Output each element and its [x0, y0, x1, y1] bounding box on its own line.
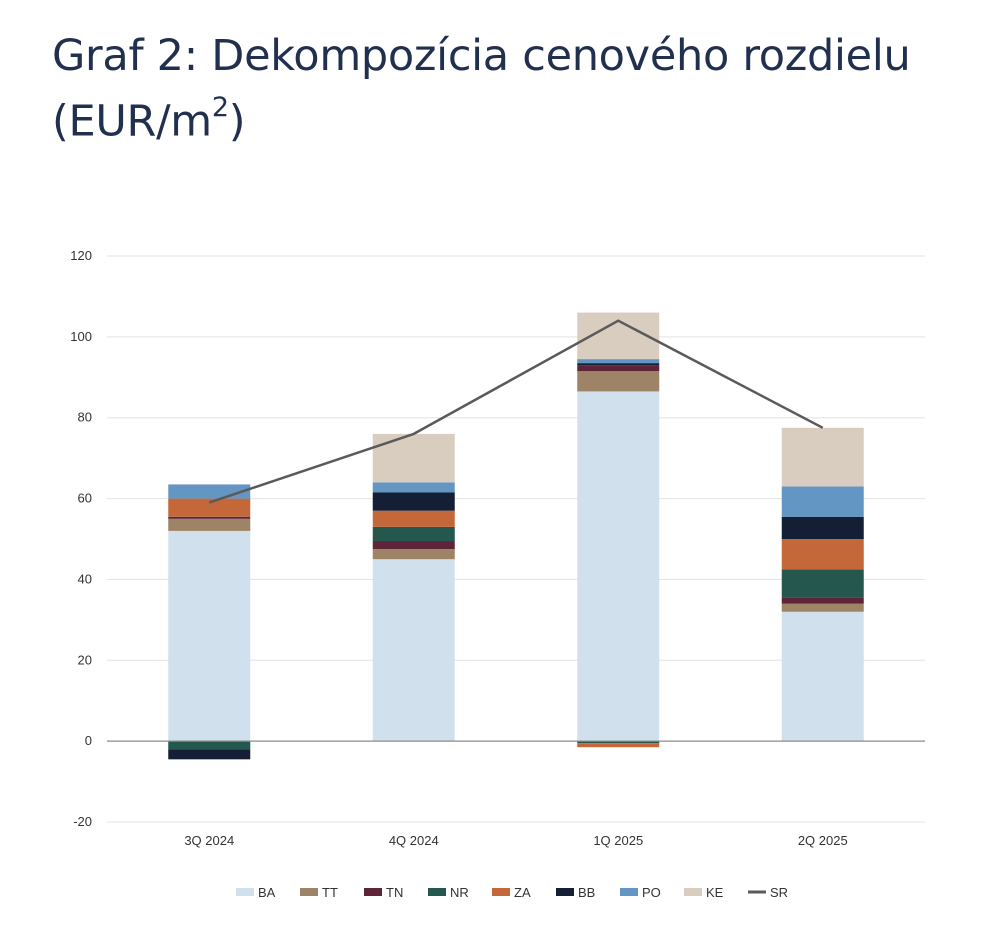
legend-label-tt: TT — [322, 885, 338, 900]
bar-nr — [372, 526, 455, 542]
bar-ba — [372, 559, 455, 742]
bar-tt — [168, 518, 251, 531]
legend-label-tn: TN — [386, 885, 403, 900]
bar-tt — [577, 371, 660, 392]
legend-label-nr: NR — [450, 885, 469, 900]
bar-bb — [781, 516, 864, 539]
bar-po — [781, 486, 864, 517]
bar-za — [168, 498, 251, 517]
bar-bb — [577, 363, 660, 366]
y-tick-label: 80 — [78, 410, 92, 425]
legend-swatch-po — [620, 888, 638, 896]
page-title: Graf 2: Dekompozícia cenového rozdielu (E… — [52, 28, 972, 149]
y-tick-label: 120 — [70, 248, 92, 263]
legend-swatch-tt — [300, 888, 318, 896]
sr-line — [208, 319, 824, 504]
y-tick-label: -20 — [73, 814, 92, 829]
bar-tn — [577, 365, 660, 372]
bar-po — [372, 482, 455, 493]
legend-swatch-nr — [428, 888, 446, 896]
bar-ba — [168, 530, 251, 742]
legend-label-po: PO — [642, 885, 661, 900]
title-unit-suffix: ) — [228, 96, 246, 147]
legend-label-ke: KE — [706, 885, 724, 900]
axes: -20 0 20 40 60 80 100 120 3Q 2024 4Q 2024 1Q 2025 2… — [70, 248, 925, 848]
legend-label-bb: BB — [578, 885, 595, 900]
x-tick-label: 2Q 2025 — [798, 833, 848, 848]
line-sr — [208, 319, 824, 504]
bar-nr — [781, 569, 864, 598]
y-tick-label: 0 — [85, 733, 92, 748]
y-tick-label: 20 — [78, 652, 92, 667]
bar-ke — [372, 433, 455, 483]
bar-po — [168, 484, 251, 499]
bar-bb — [372, 492, 455, 511]
title-unit-prefix: (EUR/m — [52, 96, 212, 147]
y-tick-label: 100 — [70, 329, 92, 344]
legend: BA TT TN NR ZA BB PO KE SR — [236, 885, 788, 900]
legend-swatch-bb — [556, 888, 574, 896]
bar-bb — [168, 749, 251, 760]
x-tick-label: 1Q 2025 — [593, 833, 643, 848]
bar-za — [781, 539, 864, 570]
bar-za — [372, 510, 455, 527]
bar-ba — [577, 391, 660, 742]
legend-swatch-za — [492, 888, 510, 896]
bar-nr — [168, 741, 251, 750]
bar-po — [577, 359, 660, 364]
bar-tt — [781, 603, 864, 612]
y-tick-label: 40 — [78, 571, 92, 586]
y-tick-label: 60 — [78, 491, 92, 506]
bar-za — [577, 743, 660, 748]
bar-tn — [168, 516, 251, 519]
bar-nr — [577, 741, 660, 744]
title-unit-sup: 2 — [211, 92, 229, 123]
bar-tn — [372, 541, 455, 550]
bar-tt — [372, 549, 455, 560]
bar-tn — [781, 597, 864, 604]
legend-label-za: ZA — [514, 885, 531, 900]
legend-swatch-ke — [684, 888, 702, 896]
bars — [168, 312, 864, 760]
x-tick-label: 4Q 2024 — [389, 833, 439, 848]
bar-ke — [781, 427, 864, 487]
bar-ba — [781, 611, 864, 742]
legend-label-ba: BA — [258, 885, 276, 900]
x-tick-label: 3Q 2024 — [184, 833, 234, 848]
legend-swatch-ba — [236, 888, 254, 896]
legend-label-sr: SR — [770, 885, 788, 900]
title-main: Graf 2: Dekompozícia cenového rozdielu — [52, 31, 911, 81]
legend-swatch-tn — [364, 888, 382, 896]
